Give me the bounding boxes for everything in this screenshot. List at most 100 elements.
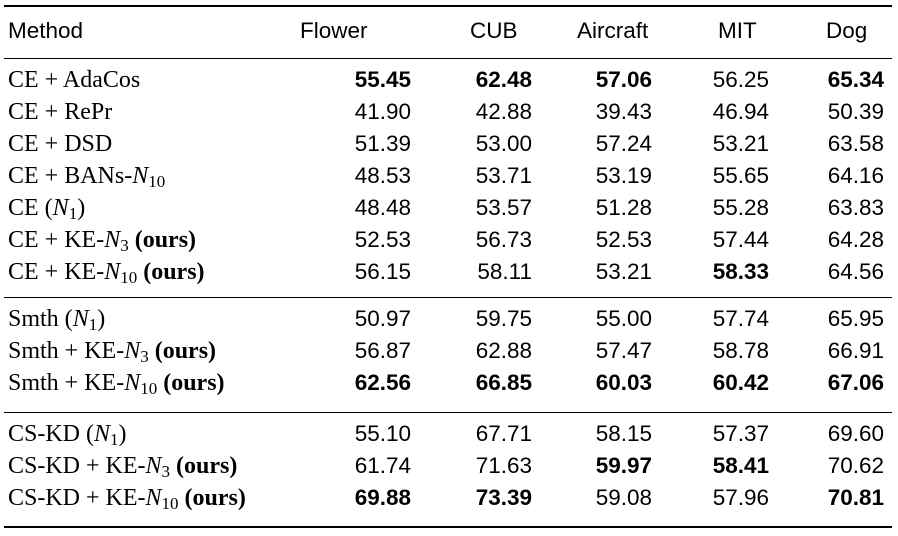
aircraft-value: 53.19 xyxy=(595,163,652,188)
mit-value: 57.96 xyxy=(712,485,769,510)
flower-value: 69.88 xyxy=(354,485,411,510)
flower-value: 48.48 xyxy=(354,195,411,220)
header-cub: CUB xyxy=(470,18,518,43)
table-row: CE + RePr 41.90 42.88 39.43 46.94 50.39 xyxy=(0,96,898,128)
header-rule xyxy=(4,58,892,59)
flower-value: 56.15 xyxy=(354,259,411,284)
method-cell: Smth (N1) xyxy=(8,303,105,335)
method-cell: CE (N1) xyxy=(8,192,85,224)
dog-value: 63.83 xyxy=(827,195,884,220)
method-text: (ours) xyxy=(157,370,225,396)
group-rule-1 xyxy=(4,297,892,298)
method-text: 3 xyxy=(161,462,171,481)
method-cell: CE + KE-N3 (ours) xyxy=(8,224,196,256)
aircraft-value: 39.43 xyxy=(595,99,652,124)
dog-value: 63.58 xyxy=(827,131,884,156)
table-row: CS-KD + KE-N10 (ours) 69.88 73.39 59.08 57.9… xyxy=(0,482,898,514)
method-text: Smth + KE- xyxy=(8,338,125,364)
method-text: 10 xyxy=(140,379,158,398)
method-text: N xyxy=(104,227,121,253)
aircraft-value: 60.03 xyxy=(595,370,652,395)
flower-value: 52.53 xyxy=(354,227,411,252)
dog-value: 70.62 xyxy=(827,453,884,478)
cub-value: 53.71 xyxy=(475,163,532,188)
method-text: N xyxy=(94,421,111,447)
mit-value: 57.74 xyxy=(712,306,769,331)
method-cell: CS-KD + KE-N10 (ours) xyxy=(8,482,246,514)
mit-value: 55.65 xyxy=(712,163,769,188)
method-text: 3 xyxy=(120,236,129,255)
cub-value: 53.00 xyxy=(475,131,532,156)
dog-value: 69.60 xyxy=(827,421,884,446)
dog-value: 50.39 xyxy=(827,99,884,124)
cub-value: 62.88 xyxy=(475,338,532,363)
cub-value: 66.85 xyxy=(475,370,532,395)
aircraft-value: 59.97 xyxy=(595,453,652,478)
method-text: 10 xyxy=(148,172,166,191)
dog-value: 65.34 xyxy=(827,67,884,92)
method-text: 3 xyxy=(140,347,149,366)
top-rule xyxy=(4,5,892,7)
dog-value: 65.95 xyxy=(827,306,884,331)
method-text: Smth + KE- xyxy=(8,370,125,396)
method-text: (ours) xyxy=(178,485,246,511)
mit-value: 53.21 xyxy=(712,131,769,156)
method-text: 10 xyxy=(161,494,179,513)
method-text: 10 xyxy=(120,268,138,287)
dog-value: 66.91 xyxy=(827,338,884,363)
flower-value: 62.56 xyxy=(354,370,411,395)
aircraft-value: 57.24 xyxy=(595,131,652,156)
dog-value: 64.16 xyxy=(827,163,884,188)
cub-value: 73.39 xyxy=(475,485,532,510)
bottom-rule xyxy=(4,526,892,528)
method-text: N xyxy=(145,453,162,479)
cub-value: 42.88 xyxy=(475,99,532,124)
method-text: N xyxy=(104,259,121,285)
mit-value: 58.78 xyxy=(712,338,769,363)
method-text: N xyxy=(132,163,149,189)
flower-value: 48.53 xyxy=(354,163,411,188)
dog-value: 64.56 xyxy=(827,259,884,284)
dog-value: 67.06 xyxy=(827,370,884,395)
cub-value: 53.57 xyxy=(475,195,532,220)
method-text: N xyxy=(52,195,69,221)
table-row: Smth + KE-N3 (ours) 56.87 62.88 57.47 58.78 6… xyxy=(0,335,898,367)
aircraft-value: 53.21 xyxy=(595,259,652,284)
table-row: CS-KD (N1) 55.10 67.71 58.15 57.37 69.60 xyxy=(0,418,898,450)
flower-value: 61.74 xyxy=(354,453,411,478)
aircraft-value: 51.28 xyxy=(595,195,652,220)
mit-value: 56.25 xyxy=(712,67,769,92)
mit-value: 57.44 xyxy=(712,227,769,252)
method-text: CE ( xyxy=(8,195,53,221)
method-cell: Smth + KE-N3 (ours) xyxy=(8,335,216,367)
aircraft-value: 57.06 xyxy=(595,67,652,92)
header-method: Method xyxy=(8,18,84,43)
flower-value: 51.39 xyxy=(354,131,411,156)
group-rule-2 xyxy=(4,412,892,413)
aircraft-value: 58.15 xyxy=(595,421,652,446)
method-text: ) xyxy=(118,421,127,447)
table-row: CE + BANs-N10 48.53 53.71 53.19 55.65 64.16 xyxy=(0,160,898,192)
method-text: N xyxy=(124,338,141,364)
table-row: CS-KD + KE-N3 (ours) 61.74 71.63 59.97 58.41… xyxy=(0,450,898,482)
cub-value: 67.71 xyxy=(475,421,532,446)
method-cell: Smth + KE-N10 (ours) xyxy=(8,367,225,399)
method-text: (ours) xyxy=(137,259,205,285)
method-text: ) xyxy=(97,306,106,332)
flower-value: 41.90 xyxy=(354,99,411,124)
method-text: N xyxy=(72,306,89,332)
table-row: CE + KE-N10 (ours) 56.15 58.11 53.21 58.33 64… xyxy=(0,256,898,288)
dog-value: 64.28 xyxy=(827,227,884,252)
flower-value: 56.87 xyxy=(354,338,411,363)
table-row: CE (N1) 48.48 53.57 51.28 55.28 63.83 xyxy=(0,192,898,224)
cub-value: 56.73 xyxy=(475,227,532,252)
method-text: CS-KD + KE- xyxy=(8,453,146,479)
mit-value: 60.42 xyxy=(712,370,769,395)
flower-value: 50.97 xyxy=(354,306,411,331)
header-flower: Flower xyxy=(300,18,368,43)
method-text: 1 xyxy=(110,430,119,449)
flower-value: 55.45 xyxy=(354,67,411,92)
cub-value: 71.63 xyxy=(475,453,532,478)
method-text: (ours) xyxy=(128,227,197,253)
table-row: Smth + KE-N10 (ours) 62.56 66.85 60.03 60.42… xyxy=(0,367,898,399)
